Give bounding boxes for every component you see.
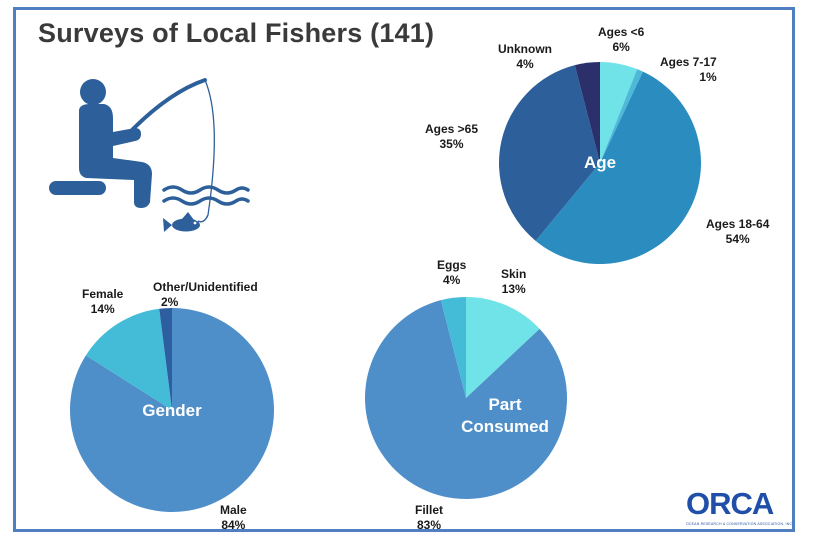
- age-slice-unknown: [574, 62, 600, 163]
- gender-slice-female: [85, 308, 172, 410]
- gender-slice-other: [159, 308, 172, 410]
- age-slice-over65: [498, 65, 600, 241]
- part-center-line-2: Consumed: [461, 417, 549, 436]
- part-slice-label-eggs: Eggs 4%: [437, 258, 467, 287]
- orca-logo-tagline: OCEAN RESEARCH & CONSERVATION ASSOCIATIO…: [686, 522, 794, 526]
- gender-slice-label-female: Female 14%: [82, 287, 124, 316]
- gender-chart-center-label: Gender: [142, 401, 202, 420]
- orca-logo-word: ORCA: [686, 486, 774, 521]
- gender-slice-label-other: Other/Unidentified 2%: [153, 280, 258, 309]
- part-slice-label-fillet: Fillet 83%: [415, 503, 444, 532]
- age-slice-label-18-64: Ages 18-64 54%: [706, 217, 770, 246]
- part-slice-eggs: [440, 297, 466, 398]
- page-frame: [13, 7, 795, 532]
- age-slice-label-under6: Ages <6 6%: [598, 25, 645, 54]
- age-slice-label-over65: Ages >65 35%: [425, 122, 479, 151]
- gender-slice-label-male: Male 84%: [220, 503, 247, 532]
- age-slice-under6: [600, 62, 638, 163]
- gender-slice-male: [70, 308, 275, 513]
- part-slice-skin: [466, 297, 540, 398]
- part-slice-fillet: [365, 300, 567, 499]
- part-center-line-1: Part: [488, 395, 522, 414]
- page-title: Surveys of Local Fishers (141): [38, 18, 435, 48]
- age-slice-18-64: [535, 71, 701, 265]
- age-chart-center-label: Age: [583, 153, 617, 172]
- part-chart-center-label: Part Consumed: [455, 394, 555, 438]
- age-slice-label-7-17: Ages 7-17 1%: [660, 55, 717, 84]
- age-slice-label-unknown: Unknown 4%: [498, 42, 552, 71]
- orca-logo: ORCA OCEAN RESEARCH & CONSERVATION ASSOC…: [686, 486, 793, 526]
- part-slice-label-skin: Skin 13%: [501, 267, 527, 296]
- age-slice-7-17: [600, 69, 644, 163]
